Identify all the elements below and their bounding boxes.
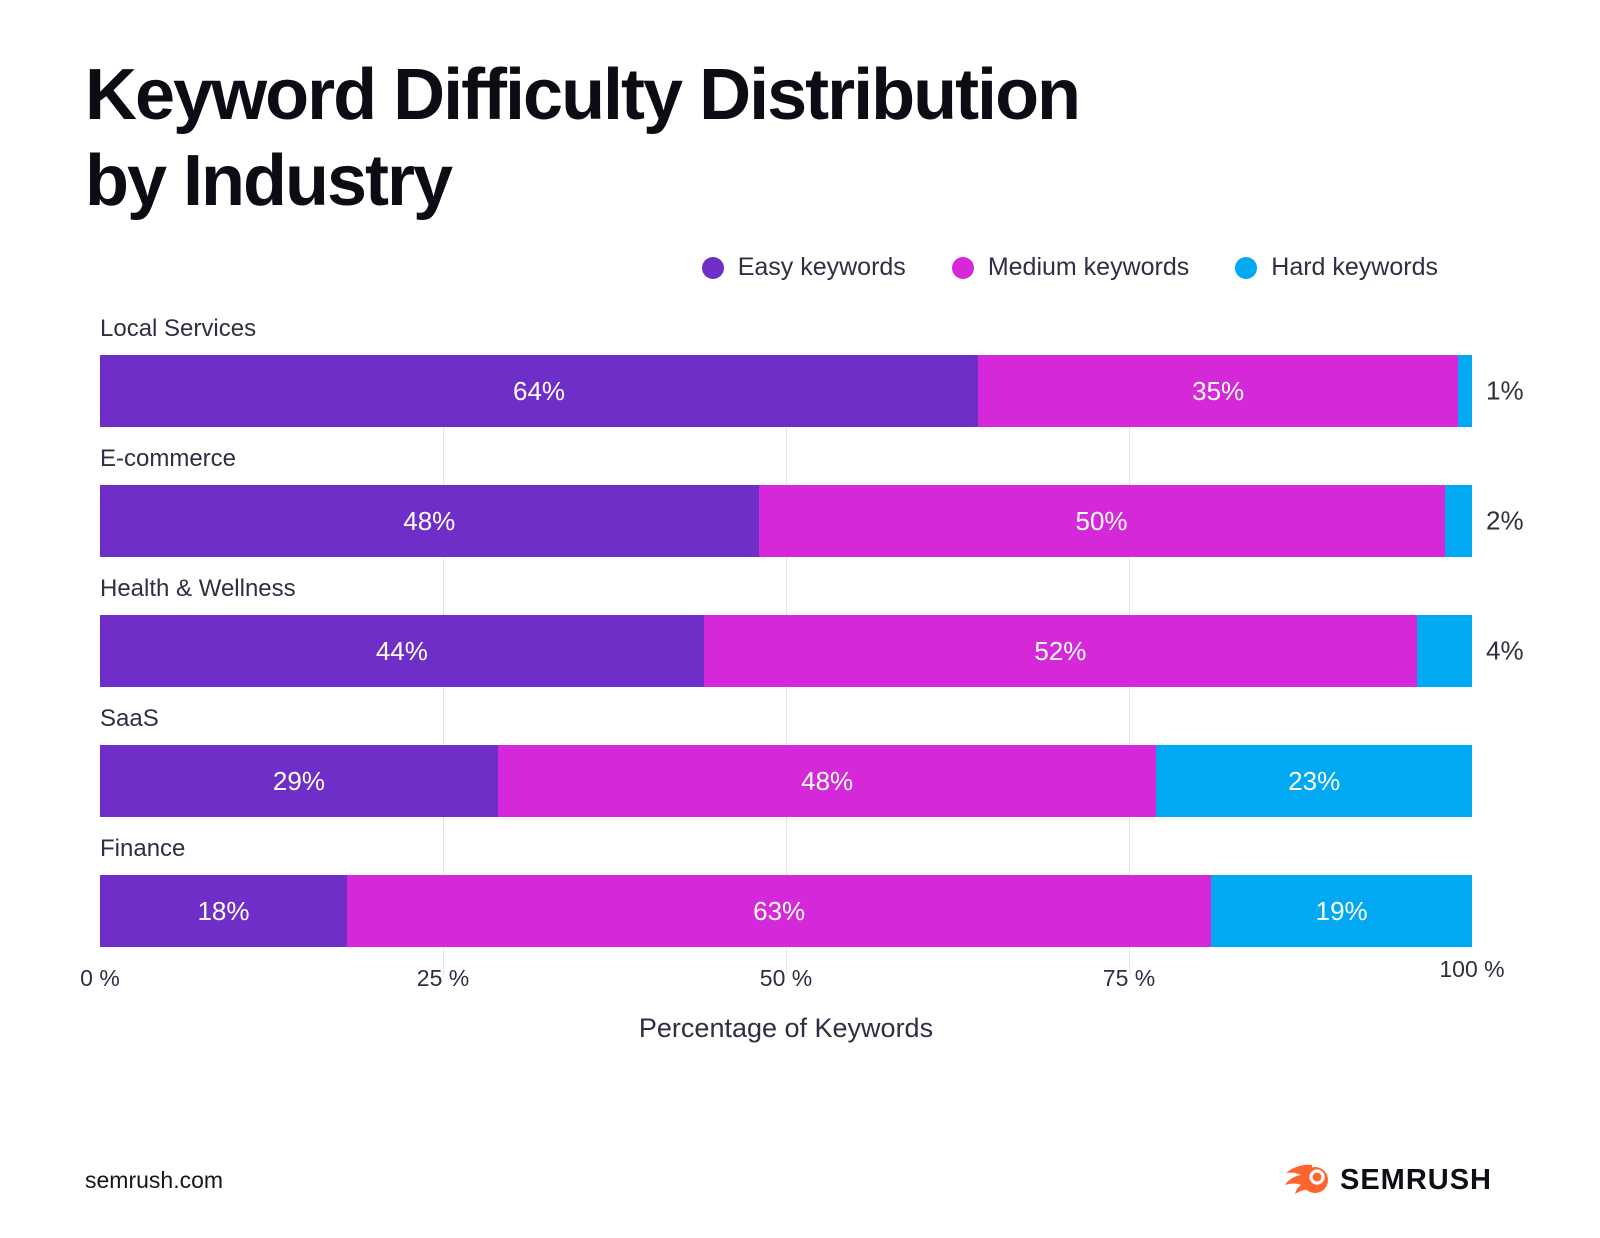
bar-segment-easy: 48% (100, 485, 759, 557)
chart-row: E-commerce 48% 50% 2% (100, 445, 1524, 557)
semrush-logo: SEMRUSH (1284, 1163, 1492, 1197)
category-label: E-commerce (100, 445, 237, 472)
hard-keywords-dot-icon (1235, 256, 1258, 279)
segment-value-label: 64% (513, 375, 566, 406)
legend-item-hard: Hard keywords (1235, 253, 1438, 282)
legend-item-medium: Medium keywords (951, 253, 1190, 282)
legend-label: Medium keywords (987, 253, 1190, 281)
segment-value-label: 19% (1315, 895, 1368, 926)
source-url: semrush.com (85, 1166, 224, 1193)
segment-value-label: 48% (801, 765, 854, 796)
segment-value-label-outside: 4% (1486, 635, 1524, 666)
bar-track: 48% 50% 2% (100, 485, 1524, 557)
stacked-bar-chart: Local Services 64% 35% 1% E-commerce 48% 50… (80, 315, 1524, 1044)
bar-rows: Local Services 64% 35% 1% E-commerce 48% 50… (100, 315, 1524, 947)
bar-segment-hard (1444, 485, 1472, 557)
x-axis-ticks: 0 % 25 % 50 % 75 % 100 % (80, 956, 1504, 997)
x-axis-title: Percentage of Keywords (638, 1013, 934, 1043)
chart-legend: Easy keywords Medium keywords Hard keywo… (701, 253, 1438, 282)
medium-keywords-dot-icon (951, 256, 974, 279)
bar-segment-hard (1458, 355, 1472, 427)
category-label: SaaS (100, 705, 159, 732)
x-tick-label: 50 % (759, 965, 813, 991)
bar-segment-medium: 35% (978, 355, 1459, 427)
legend-label: Hard keywords (1271, 253, 1438, 281)
x-tick-label: 75 % (1102, 965, 1156, 991)
bar-segment-medium: 63% (346, 875, 1212, 947)
bar-segment-medium: 48% (497, 745, 1157, 817)
footer: semrush.com SEMRUSH (85, 1152, 1492, 1208)
semrush-wordmark: SEMRUSH (1339, 1163, 1492, 1196)
chart-row: Health & Wellness 44% 52% 4% (100, 575, 1524, 687)
bar-segment-easy: 64% (100, 355, 979, 427)
semrush-flame-icon (1284, 1164, 1328, 1194)
bar-segment-hard: 19% (1211, 875, 1472, 947)
title-line-1: Keyword Difficulty Distribution (85, 55, 1081, 135)
bar-segment-easy: 18% (100, 875, 347, 947)
bar-segment-medium: 52% (703, 615, 1418, 687)
bar-segment-hard: 23% (1156, 745, 1472, 817)
segment-value-label: 44% (375, 635, 428, 666)
x-tick-label: 25 % (416, 965, 470, 991)
segment-value-label-outside: 2% (1486, 505, 1524, 536)
bar-track: 44% 52% 4% (100, 615, 1524, 687)
category-label: Health & Wellness (100, 575, 296, 602)
segment-value-label: 48% (403, 505, 456, 536)
easy-keywords-dot-icon (701, 256, 724, 279)
legend-label: Easy keywords (737, 253, 906, 281)
legend-item-easy: Easy keywords (701, 253, 906, 282)
chart-row: Local Services 64% 35% 1% (100, 315, 1524, 427)
segment-value-label: 18% (197, 895, 250, 926)
bar-segment-medium: 50% (758, 485, 1445, 557)
segment-value-label: 35% (1192, 375, 1245, 406)
segment-value-label: 29% (272, 765, 325, 796)
segment-value-label: 50% (1075, 505, 1128, 536)
title-line-2: by Industry (85, 141, 453, 222)
category-label: Finance (100, 835, 186, 862)
bar-segment-easy: 29% (100, 745, 498, 817)
bar-segment-hard (1417, 615, 1472, 687)
segment-value-label: 52% (1034, 635, 1087, 666)
segment-value-label: 23% (1288, 765, 1341, 796)
segment-value-label-outside: 1% (1486, 375, 1524, 406)
bar-track: 18% 63% 19% (100, 875, 1472, 947)
bar-segment-easy: 44% (100, 615, 704, 687)
segment-value-label: 63% (753, 895, 806, 926)
chart-row: Finance 18% 63% 19% (100, 835, 1472, 947)
x-tick-label: 100 % (1439, 956, 1505, 982)
chart-row: SaaS 29% 48% 23% (100, 705, 1472, 817)
category-label: Local Services (100, 315, 257, 342)
bar-track: 64% 35% 1% (100, 355, 1524, 427)
bar-track: 29% 48% 23% (100, 745, 1472, 817)
x-tick-label: 0 % (80, 965, 120, 991)
page-title: Keyword Difficulty Distribution by Indus… (85, 52, 1081, 225)
